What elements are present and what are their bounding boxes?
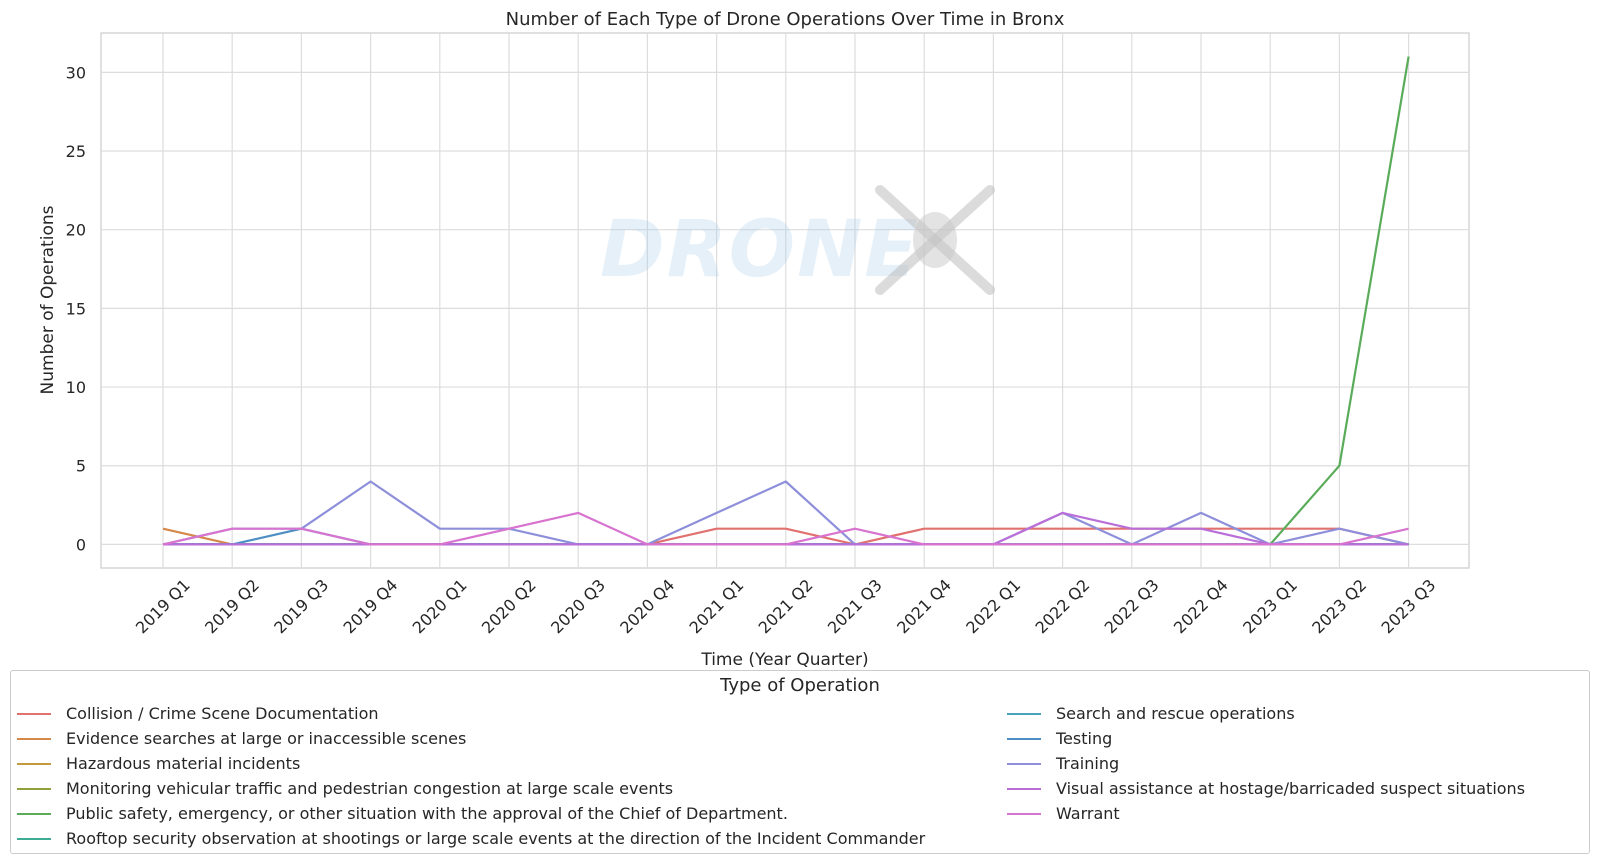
x-tick-label: 2022 Q2 <box>1032 575 1094 637</box>
legend-item: Collision / Crime Scene Documentation <box>11 701 925 726</box>
y-tick-label: 10 <box>66 378 86 397</box>
x-tick-label: 2019 Q3 <box>270 575 332 637</box>
legend-item: Visual assistance at hostage/barricaded … <box>1001 776 1525 801</box>
legend-column-right: Search and rescue operations Testing Train… <box>1001 701 1525 826</box>
legend-item: Testing <box>1001 726 1525 751</box>
legend-item: Search and rescue operations <box>1001 701 1525 726</box>
x-tick-label: 2019 Q2 <box>201 575 263 637</box>
legend-label: Testing <box>1056 729 1113 748</box>
legend-swatch <box>17 737 51 740</box>
x-tick-label: 2022 Q3 <box>1101 575 1163 637</box>
legend-item: Training <box>1001 751 1525 776</box>
x-tick-label: 2019 Q4 <box>340 575 402 637</box>
x-axis-label: Time (Year Quarter) <box>700 650 868 670</box>
y-tick-label: 0 <box>76 535 86 554</box>
y-tick-label: 25 <box>66 142 86 161</box>
legend-item: Evidence searches at large or inaccessib… <box>11 726 925 751</box>
x-tick-label: 2021 Q3 <box>824 575 886 637</box>
legend-item: Hazardous material incidents <box>11 751 925 776</box>
legend-swatch <box>1007 812 1041 815</box>
x-tick-label: 2022 Q4 <box>1170 575 1232 637</box>
x-tick-label: 2022 Q1 <box>962 575 1024 637</box>
y-tick-label: 30 <box>66 63 86 82</box>
x-tick-label: 2020 Q2 <box>478 575 540 637</box>
legend-swatch <box>17 762 51 765</box>
y-tick-labels: 0 5 10 15 20 25 30 <box>66 63 86 554</box>
legend-label: Visual assistance at hostage/barricaded … <box>1056 779 1526 798</box>
legend-item: Monitoring vehicular traffic and pedestr… <box>11 776 925 801</box>
legend: Type of Operation Collision / Crime Scen… <box>10 670 1590 854</box>
x-tick-label: 2020 Q3 <box>547 575 609 637</box>
legend-swatch <box>17 812 51 815</box>
series-lines <box>162 56 1410 546</box>
x-tick-label: 2023 Q2 <box>1308 575 1370 637</box>
legend-label: Training <box>1056 754 1120 773</box>
legend-swatch <box>17 787 51 790</box>
legend-label: Hazardous material incidents <box>66 754 301 773</box>
y-tick-label: 15 <box>66 299 86 318</box>
plot-area <box>100 32 1470 569</box>
legend-label: Evidence searches at large or inaccessib… <box>66 729 467 748</box>
grid <box>101 33 1469 568</box>
legend-swatch <box>1007 787 1041 790</box>
chart-title: Number of Each Type of Drone Operations … <box>506 9 1065 30</box>
legend-item: Rooftop security observation at shooting… <box>11 826 925 851</box>
y-tick-label: 20 <box>66 221 86 240</box>
x-tick-labels: 2019 Q1 2019 Q2 2019 Q3 2019 Q4 2020 Q1 2020 … <box>132 575 1440 637</box>
legend-swatch <box>1007 762 1041 765</box>
legend-label: Collision / Crime Scene Documentation <box>66 704 379 723</box>
legend-label: Public safety, emergency, or other situa… <box>66 804 788 823</box>
legend-swatch <box>1007 712 1041 715</box>
x-tick-label: 2021 Q4 <box>893 575 955 637</box>
x-tick-label: 2023 Q3 <box>1378 575 1440 637</box>
series-line-9 <box>162 480 1409 546</box>
legend-swatch <box>1007 737 1041 740</box>
legend-label: Warrant <box>1056 804 1120 823</box>
legend-item: Warrant <box>1001 801 1525 826</box>
x-tick-label: 2021 Q1 <box>686 575 748 637</box>
legend-label: Rooftop security observation at shooting… <box>66 829 926 848</box>
legend-swatch <box>17 837 51 840</box>
y-axis-label: Number of Operations <box>38 205 58 394</box>
x-tick-label: 2019 Q1 <box>132 575 194 637</box>
x-tick-label: 2021 Q2 <box>755 575 817 637</box>
legend-label: Monitoring vehicular traffic and pedestr… <box>66 779 674 798</box>
legend-label: Search and rescue operations <box>1056 704 1295 723</box>
legend-title: Type of Operation <box>720 675 880 696</box>
series-line-11 <box>162 511 1409 546</box>
legend-item: Public safety, emergency, or other situa… <box>11 801 925 826</box>
legend-column-left: Collision / Crime Scene Documentation Evi… <box>11 701 925 851</box>
x-tick-label: 2020 Q1 <box>409 575 471 637</box>
x-tick-label: 2020 Q4 <box>616 575 678 637</box>
y-tick-label: 5 <box>76 457 86 476</box>
legend-swatch <box>17 712 51 715</box>
x-tick-label: 2023 Q1 <box>1239 575 1301 637</box>
